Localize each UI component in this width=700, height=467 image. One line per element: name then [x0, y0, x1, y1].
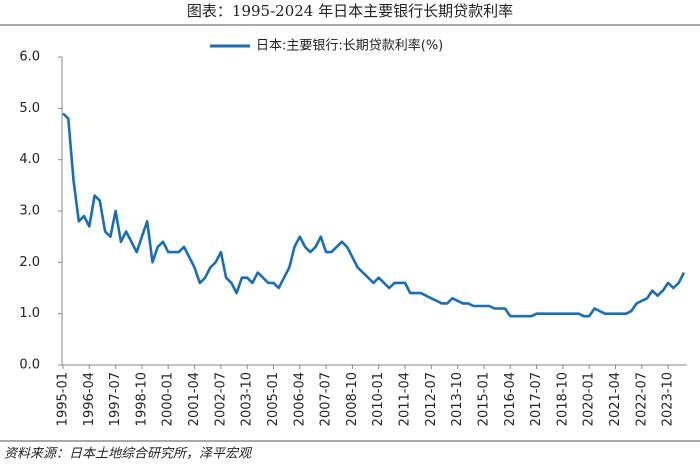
x-tick-label: 2020-01 [582, 372, 597, 426]
x-tick-label: 2005-01 [266, 372, 281, 426]
x-tick-label: 1997-07 [108, 372, 123, 426]
y-tick-label: 3.0 [19, 204, 40, 219]
y-tick-label: 4.0 [19, 152, 40, 167]
y-tick-label: 6.0 [19, 50, 40, 65]
legend-label: 日本:主要银行:长期贷款利率(%) [256, 38, 443, 54]
x-tick-label: 2016-04 [503, 372, 518, 426]
x-tick-label: 2003-10 [240, 372, 255, 426]
series-line [62, 112, 686, 318]
x-tick-label: 1996-04 [82, 372, 97, 426]
x-tick-label: 2010-01 [371, 372, 386, 426]
x-tick-label: 2013-10 [450, 372, 465, 426]
x-tick-label: 2001-04 [187, 372, 202, 426]
y-tick-label: 2.0 [19, 255, 40, 270]
x-tick-label: 2018-10 [555, 372, 570, 426]
source: 资料来源：日本土地综合研究所，泽平宏观 [4, 446, 253, 462]
x-tick-label: 2002-07 [213, 372, 228, 426]
x-tick-label: 2000-01 [161, 372, 176, 426]
y-tick-label: 1.0 [19, 306, 40, 321]
x-tick-label: 2007-07 [319, 372, 334, 426]
x-tick-label: 1995-01 [56, 372, 71, 426]
x-tick-label: 2017-07 [529, 372, 544, 426]
x-tick-label: 2015-01 [476, 372, 491, 426]
x-tick-label: 2008-10 [345, 372, 360, 426]
y-tick-label: 5.0 [19, 101, 40, 116]
y-tick-label: 0.0 [19, 358, 40, 373]
x-tick-label: 2021-04 [608, 372, 623, 426]
x-tick-label: 1998-10 [134, 372, 149, 426]
x-tick-label: 2006-04 [292, 372, 307, 426]
x-tick-label: 2023-10 [661, 372, 676, 426]
chart-title: 图表：1995-2024 年日本主要银行长期贷款利率 [187, 2, 513, 20]
x-tick-label: 2022-07 [634, 372, 649, 426]
x-tick-label: 2012-07 [424, 372, 439, 426]
x-tick-label: 2011-04 [398, 372, 413, 426]
